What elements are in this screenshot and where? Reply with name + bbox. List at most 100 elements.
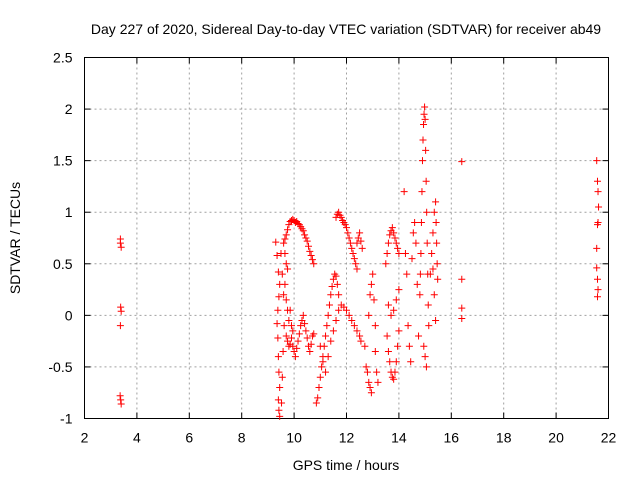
data-point: [353, 239, 361, 247]
data-point: [367, 280, 375, 288]
data-point: [390, 229, 398, 237]
data-point: [422, 177, 430, 185]
data-point: [433, 260, 441, 268]
data-point: [291, 353, 299, 361]
y-tick-label: 1: [65, 204, 73, 220]
data-point: [429, 265, 437, 273]
data-point: [425, 322, 433, 330]
data-point: [332, 317, 340, 325]
data-point: [353, 265, 361, 273]
data-point: [361, 342, 369, 350]
data-point: [280, 322, 288, 330]
data-point: [411, 219, 419, 227]
x-axis-label: GPS time / hours: [293, 457, 400, 473]
axis-ticks: [84, 57, 609, 419]
data-point: [363, 368, 371, 376]
data-point: [327, 337, 335, 345]
x-tick-label: 16: [444, 430, 460, 446]
data-point: [371, 322, 379, 330]
data-point: [310, 260, 318, 268]
data-point: [302, 327, 310, 335]
data-point: [412, 239, 420, 247]
data-point: [366, 291, 374, 299]
data-point: [343, 224, 350, 232]
data-point: [318, 363, 326, 371]
data-point: [117, 303, 125, 311]
x-tick-label: 8: [238, 430, 246, 446]
data-point: [323, 322, 331, 330]
data-point: [430, 291, 438, 299]
data-point: [434, 275, 442, 283]
data-point: [420, 121, 428, 129]
data-point: [383, 249, 391, 257]
data-point: [282, 332, 290, 340]
x-tick-label: 18: [496, 430, 512, 446]
x-tick-label: 4: [133, 430, 141, 446]
data-point: [279, 347, 287, 355]
data-point: [593, 244, 601, 252]
data-point: [274, 353, 282, 361]
data-point: [284, 226, 292, 234]
data-point: [594, 188, 602, 196]
data-point: [116, 239, 124, 247]
data-point: [348, 317, 356, 325]
data-point: [345, 311, 353, 319]
data-point: [327, 291, 335, 299]
data-point: [293, 344, 301, 352]
data-point: [404, 322, 412, 330]
data-point: [416, 270, 424, 278]
data-point: [343, 306, 350, 314]
data-point: [417, 219, 425, 227]
data-point: [593, 275, 601, 283]
data-point: [275, 293, 283, 301]
data-point: [595, 203, 603, 211]
data-point: [367, 389, 375, 397]
data-point: [392, 296, 400, 304]
data-point: [333, 280, 341, 288]
data-point: [274, 334, 282, 342]
data-point: [365, 378, 373, 386]
data-point: [287, 334, 295, 342]
data-point: [344, 229, 352, 237]
data-point: [593, 221, 601, 229]
data-point: [282, 260, 290, 268]
data-point: [281, 235, 289, 243]
data-point: [117, 307, 125, 315]
y-tick-label: -1: [60, 411, 73, 427]
data-point: [273, 252, 281, 260]
data-point: [285, 317, 293, 325]
data-point: [407, 358, 415, 366]
data-point: [308, 256, 316, 264]
data-point: [324, 353, 332, 361]
data-point: [387, 311, 395, 319]
data-point: [319, 358, 327, 366]
data-point: [117, 400, 125, 408]
data-point: [391, 234, 399, 242]
data-point: [422, 363, 430, 371]
data-point: [395, 249, 403, 257]
data-point: [458, 304, 466, 312]
y-tick-label: 0.5: [53, 256, 73, 272]
data-point: [337, 213, 345, 221]
data-point: [310, 330, 318, 338]
data-point: [458, 275, 466, 283]
data-point: [348, 244, 356, 252]
data-point: [357, 237, 365, 245]
data-point: [432, 198, 440, 206]
data-point: [430, 208, 438, 216]
data-point: [418, 188, 426, 196]
data-point: [432, 219, 440, 227]
x-tick-label: 12: [339, 430, 355, 446]
data-point: [356, 332, 364, 340]
data-point: [409, 229, 417, 237]
data-point: [350, 322, 358, 330]
data-point: [366, 384, 374, 392]
y-tick-label: -0.5: [48, 359, 72, 375]
data-point: [306, 347, 314, 355]
data-point: [401, 249, 409, 257]
data-point: [458, 158, 466, 166]
data-point: [369, 270, 377, 278]
data-point: [392, 358, 400, 366]
data-point: [395, 327, 403, 335]
